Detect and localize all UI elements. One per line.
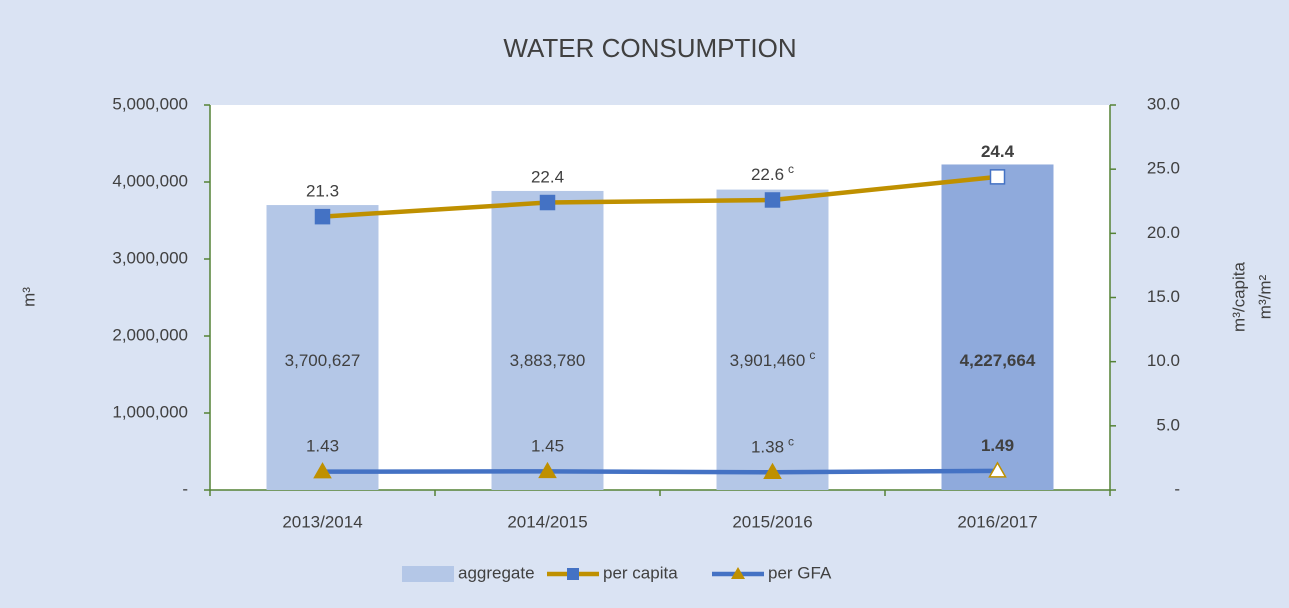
chart-title: WATER CONSUMPTION xyxy=(503,33,796,63)
data-label-value: 4,227,664 xyxy=(960,351,1036,370)
data-label-value: 22.6 xyxy=(751,165,784,184)
data-label-value: 1.45 xyxy=(531,437,564,456)
x-tick-label: 2013/2014 xyxy=(282,512,362,531)
x-tick-label: 2014/2015 xyxy=(507,512,587,531)
data-label-value: 3,700,627 xyxy=(285,351,361,370)
bar xyxy=(266,205,379,490)
marker xyxy=(538,461,557,479)
line xyxy=(322,174,998,219)
bar xyxy=(716,189,829,490)
x-tick-label: 2015/2016 xyxy=(732,512,812,531)
legend-swatch xyxy=(402,566,454,582)
footnote-mark: c xyxy=(788,162,794,176)
data-label-value: 3,901,460 xyxy=(730,351,806,370)
y-tick-label: 3,000,000 xyxy=(112,248,188,267)
legend-marker xyxy=(567,568,579,580)
data-label: 3,901,460 c xyxy=(730,348,816,370)
data-label-value: 1.38 xyxy=(751,438,784,457)
data-label: 1.38 c xyxy=(751,434,794,456)
data-label: 21.3 xyxy=(306,182,339,201)
y2-tick-label: 25.0 xyxy=(1147,159,1180,178)
y2-tick-label: 30.0 xyxy=(1147,94,1180,113)
legend-label: per capita xyxy=(603,563,678,582)
y2-axis-label: m³/capita xyxy=(1229,262,1248,332)
data-label: 22.6 c xyxy=(751,162,794,184)
data-label: 3,883,780 xyxy=(510,351,586,370)
y2-tick-label: - xyxy=(1174,479,1180,498)
data-label: 1.45 xyxy=(531,437,564,456)
marker xyxy=(763,462,782,480)
marker xyxy=(314,208,331,225)
y2-tick-label: 20.0 xyxy=(1147,223,1180,242)
y2-axis-label: m³/m² xyxy=(1255,274,1274,319)
data-label: 3,700,627 xyxy=(285,351,361,370)
data-label-value: 24.4 xyxy=(981,142,1015,161)
y-tick-label: 5,000,000 xyxy=(112,94,188,113)
bar xyxy=(941,164,1054,490)
marker xyxy=(989,169,1006,185)
footnote-mark: c xyxy=(809,348,815,362)
data-label: 1.43 xyxy=(306,437,339,456)
marker xyxy=(539,194,556,211)
data-label-value: 1.43 xyxy=(306,437,339,456)
line xyxy=(322,468,998,475)
legend-label: per GFA xyxy=(768,563,832,582)
data-label: 22.4 xyxy=(531,168,564,187)
data-label-value: 22.4 xyxy=(531,168,564,187)
y2-tick-label: 10.0 xyxy=(1147,351,1180,370)
y-tick-label: - xyxy=(182,479,188,498)
bar xyxy=(491,190,604,490)
y-tick-label: 1,000,000 xyxy=(112,402,188,421)
x-tick-label: 2016/2017 xyxy=(957,512,1037,531)
y2-tick-label: 15.0 xyxy=(1147,287,1180,306)
data-label: 4,227,664 xyxy=(960,351,1036,370)
data-label-value: 21.3 xyxy=(306,182,339,201)
marker xyxy=(313,462,332,479)
y-tick-label: 4,000,000 xyxy=(112,171,188,190)
footnote-mark: c xyxy=(788,434,794,448)
legend-marker xyxy=(731,567,745,579)
data-label: 1.49 xyxy=(981,436,1014,455)
marker xyxy=(764,192,781,208)
data-label: 24.4 xyxy=(981,142,1015,161)
y-tick-label: 2,000,000 xyxy=(112,325,188,344)
data-label-value: 1.49 xyxy=(981,436,1014,455)
legend-label: aggregate xyxy=(458,563,535,582)
marker xyxy=(988,461,1007,478)
y-axis-label: m³ xyxy=(19,287,38,307)
y2-tick-label: 5.0 xyxy=(1156,415,1180,434)
data-label-value: 3,883,780 xyxy=(510,351,586,370)
